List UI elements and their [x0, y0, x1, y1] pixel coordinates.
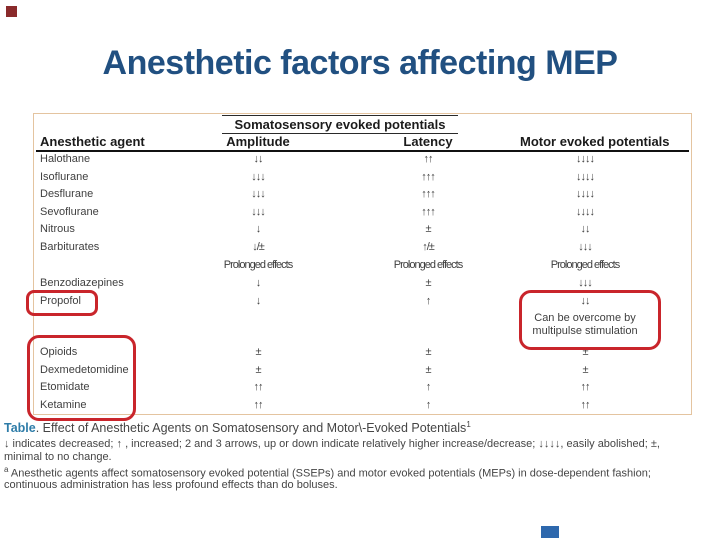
bottom-blue-square-decoration [541, 526, 559, 538]
cell-latency: ± [425, 364, 431, 376]
cell-mep: ↓↓ [580, 223, 591, 235]
cell-amplitude: ↓ [255, 295, 262, 307]
table-caption-superscript: 1 [466, 420, 471, 429]
cell-agent: Dexmedetomidine [40, 364, 129, 376]
table-row: Isoflurane ↓↓↓ ↑↑↑ ↓↓↓↓ [34, 171, 690, 183]
table-row: Sevoflurane ↓↓↓ ↑↑↑ ↓↓↓↓ [34, 206, 690, 218]
cell-mep: ↑↑ [580, 381, 591, 393]
cell-latency: ↑ [425, 399, 432, 411]
column-header-latency: Latency [403, 134, 453, 149]
cell-amplitude: ↓/± [252, 241, 265, 253]
table-row: Halothane ↓↓ ↑↑ ↓↓↓↓ [34, 153, 690, 165]
cell-mep: ± [582, 346, 588, 358]
rule-below-spanner [222, 133, 458, 134]
cell-latency: ↑ [425, 295, 432, 307]
column-header-amplitude: Amplitude [226, 134, 290, 149]
cell-amplitude: ± [255, 346, 261, 358]
cell-amplitude: ↓ [255, 277, 262, 289]
table-row: Prolonged effects Prolonged effects Prolon… [34, 259, 690, 271]
column-header-mep: Motor evoked potentials [520, 134, 670, 149]
footnote-legend-line2: minimal to no change. [4, 451, 112, 463]
cell-latency: ↑↑↑ [421, 206, 436, 218]
footnote-legend-line1: ↓ indicates decreased; ↑ , increased; 2 … [4, 438, 660, 450]
cell-amplitude: ↓↓↓ [251, 171, 266, 183]
cell-mep: ↓↓↓↓ [576, 153, 595, 165]
cell-agent: Ketamine [40, 399, 87, 411]
cell-agent: Nitrous [40, 223, 75, 235]
header-rule [36, 150, 689, 152]
cell-latency: ± [425, 277, 431, 289]
cell-agent [34, 259, 184, 271]
cell-mep: Prolonged effects [550, 259, 620, 271]
cell-latency: ± [425, 346, 431, 358]
cell-agent: Desflurane [40, 188, 94, 200]
footnote-note-a-superscript: a [4, 465, 9, 474]
table-row: Dexmedetomidine ± ± ± [34, 364, 690, 376]
cell-mep: ↑↑ [580, 399, 591, 411]
cell-agent: Opioids [40, 346, 78, 358]
cell-latency: ↑↑ [423, 153, 434, 165]
table-caption: Table. Effect of Anesthetic Agents on So… [4, 420, 471, 435]
cell-mep: ↓↓↓↓ [576, 171, 595, 183]
cell-mep: ± [582, 364, 588, 376]
cell-mep: ↓↓↓ [578, 241, 593, 253]
table-row: Opioids ± ± ± [34, 346, 690, 358]
table-row: Nitrous ↓ ± ↓↓ [34, 223, 690, 235]
cell-mep: ↓↓ [580, 295, 591, 307]
cell-amplitude: ↓↓↓ [251, 188, 266, 200]
cell-amplitude: ↓↓ [253, 153, 264, 165]
cell-amplitude: ↓↓↓ [251, 206, 266, 218]
table-caption-text: . Effect of Anesthetic Agents on Somatos… [35, 421, 467, 436]
cell-latency: ± [425, 223, 431, 235]
cell-latency: ↑↑↑ [421, 188, 436, 200]
column-header-agent: Anesthetic agent [40, 134, 145, 149]
cell-mep: ↓↓↓ [578, 277, 593, 289]
cell-amplitude: ± [255, 364, 261, 376]
cell-agent: Benzodiazepines [40, 277, 124, 289]
cell-amplitude: ↑↑ [253, 399, 264, 411]
footnote-note-a-line1: a Anesthetic agents affect somatosensory… [4, 465, 651, 480]
annotation-circle-agent-group [27, 335, 136, 421]
annotation-circle-mep-note [519, 290, 661, 350]
table-frame [33, 113, 692, 415]
cell-latency: ↑↑↑ [421, 171, 436, 183]
cell-agent: Sevoflurane [40, 206, 99, 218]
cell-mep: ↓↓↓↓ [576, 188, 595, 200]
cell-agent: Etomidate [40, 381, 90, 393]
table-row: Desflurane ↓↓↓ ↑↑↑ ↓↓↓↓ [34, 188, 690, 200]
corner-red-square-decoration [6, 6, 17, 17]
annotation-circle-propofol [26, 290, 98, 316]
cell-latency: ↑ [425, 381, 432, 393]
rule-above-spanner [222, 115, 458, 116]
table-row: Ketamine ↑↑ ↑ ↑↑ [34, 399, 690, 411]
table-row: Benzodiazepines ↓ ± ↓↓↓ [34, 277, 690, 289]
cell-agent: Barbiturates [40, 241, 100, 253]
footnote-note-a-line2: continuous administration has less profo… [4, 479, 338, 491]
footnote-note-a-text: Anesthetic agents affect somatosensory e… [8, 467, 651, 480]
table-row: Propofol ↓ ↑ ↓↓ [34, 295, 690, 307]
cell-amplitude: ↑↑ [253, 381, 264, 393]
page-title: Anesthetic factors affecting MEP [102, 44, 618, 82]
cell-agent: Propofol [40, 295, 81, 307]
table-caption-label: Table [4, 421, 36, 436]
cell-latency: ↑/± [422, 241, 435, 253]
cell-latency: Prolonged effects [393, 259, 463, 271]
mep-note: Can be overcome by multipulse stimulatio… [532, 312, 638, 337]
column-group-header-ssep: Somatosensory evoked potentials [234, 117, 446, 132]
cell-agent: Isoflurane [40, 171, 89, 183]
cell-agent: Halothane [40, 153, 91, 165]
cell-mep: ↓↓↓↓ [576, 206, 595, 218]
cell-amplitude: ↓ [255, 223, 262, 235]
table-row: Etomidate ↑↑ ↑ ↑↑ [34, 381, 690, 393]
cell-amplitude: Prolonged effects [223, 259, 293, 271]
table-row: Barbiturates ↓/± ↑/± ↓↓↓ [34, 241, 690, 253]
